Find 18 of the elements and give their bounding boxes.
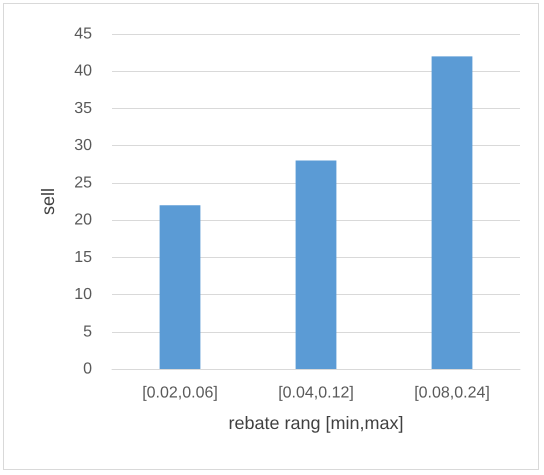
y-tick-label: 5 [83, 323, 92, 340]
y-tick-label: 25 [74, 174, 92, 192]
y-tick-label: 15 [74, 248, 92, 266]
bar [296, 160, 336, 369]
y-tick-label: 10 [74, 286, 92, 304]
x-axis-title: rebate rang [min,max] [228, 413, 404, 433]
y-tick-label: 20 [74, 212, 92, 229]
y-tick-label: 35 [74, 100, 92, 117]
bar [432, 56, 472, 369]
x-tick-label: [0.08,0.24] [414, 384, 490, 402]
y-tick-label: 0 [83, 360, 92, 378]
y-tick-label: 45 [74, 26, 92, 42]
x-tick-label: [0.02,0.06] [142, 384, 218, 402]
y-tick-label: 30 [74, 137, 92, 154]
bar [160, 205, 200, 369]
y-tick-label: 40 [74, 62, 92, 80]
y-axis-title: sell [38, 188, 58, 216]
x-tick-label: [0.04,0.12] [278, 384, 354, 402]
